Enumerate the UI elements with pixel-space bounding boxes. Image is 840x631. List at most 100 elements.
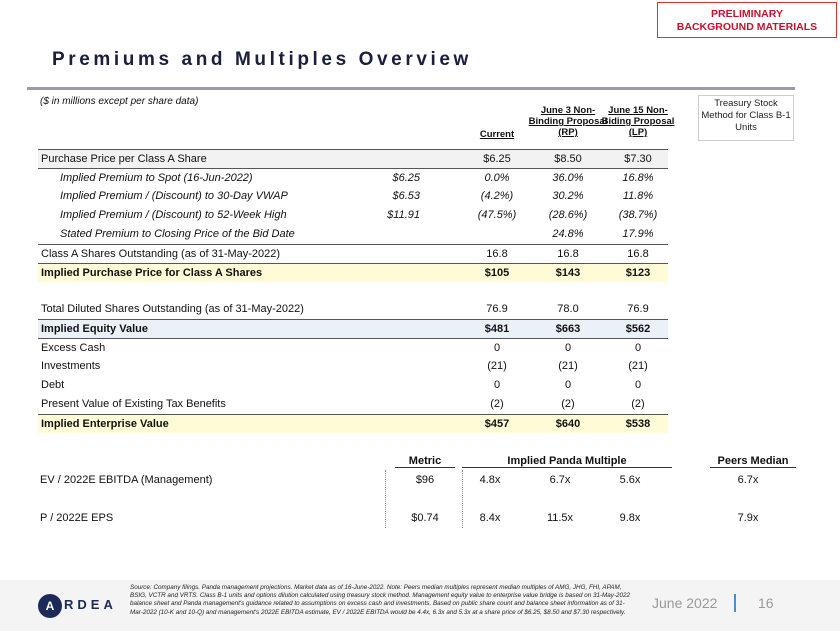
- cell-value: $6.25: [483, 153, 511, 165]
- implied-multiple-header: Implied Panda Multiple: [462, 455, 672, 468]
- cell-value: $457: [484, 418, 510, 430]
- row-label: Implied Purchase Price for Class A Share…: [41, 267, 263, 279]
- row-label: Implied Premium to Spot (16-Jun-2022): [60, 172, 253, 184]
- cell-value: $663: [555, 323, 581, 335]
- peers-median-value: 7.9x: [737, 512, 759, 524]
- table-row: Implied Purchase Price for Class A Share…: [38, 263, 668, 282]
- reference-price: $6.25: [392, 172, 420, 184]
- cell-value: 0: [493, 342, 501, 354]
- footer-divider: [734, 594, 736, 612]
- table-row: Implied Premium to Spot (16-Jun-2022) $6.…: [38, 168, 668, 187]
- units-note: ($ in millions except per share data): [40, 96, 199, 107]
- cell-value: $481: [484, 323, 510, 335]
- row-label: Implied Premium / (Discount) to 30-Day V…: [60, 190, 288, 202]
- table-row: Class A Shares Outstanding (as of 31-May…: [38, 244, 668, 263]
- implied-multiple: 4.8x: [479, 474, 501, 486]
- implied-multiple: 5.6x: [619, 474, 641, 486]
- cell-value: 16.8: [557, 248, 579, 260]
- cell-value: $8.50: [554, 153, 582, 165]
- preliminary-badge: PRELIMINARY BACKGROUND MATERIALS: [657, 2, 837, 38]
- cell-value: $143: [555, 267, 581, 279]
- page-number: 16: [758, 595, 774, 611]
- cell-value: (2): [561, 398, 575, 410]
- cell-value: 16.8: [627, 248, 649, 260]
- cell-value: 0.0%: [484, 172, 510, 184]
- cell-value: $538: [625, 418, 651, 430]
- cell-value: (38.7%): [618, 209, 658, 221]
- cell-value: 11.8%: [622, 190, 654, 202]
- metric-left-divider: [385, 470, 386, 528]
- implied-multiple: 11.5x: [546, 512, 574, 524]
- table-row: Debt 0 0 0: [38, 376, 668, 395]
- source-footnote: Source: Company filings. Panda managemen…: [130, 584, 631, 616]
- cell-value: (21): [558, 360, 578, 372]
- cell-value: $562: [625, 323, 651, 335]
- multiple-label: P / 2022E EPS: [40, 512, 114, 524]
- cell-value: 0: [564, 342, 572, 354]
- row-label: Total Diluted Shares Outstanding (as of …: [41, 303, 304, 315]
- cell-value: (4.2%): [480, 190, 514, 202]
- implied-multiple: 9.8x: [619, 512, 641, 524]
- title-divider: [27, 87, 795, 90]
- row-label: Implied Equity Value: [41, 323, 148, 335]
- cell-value: (2): [490, 398, 504, 410]
- col-header-rp: June 3 Non-Binding Proposal (RP): [528, 105, 608, 138]
- table-row: Investments (21) (21) (21): [38, 357, 668, 376]
- row-label: Excess Cash: [41, 342, 106, 354]
- row-label: Stated Premium to Closing Price of the B…: [60, 228, 295, 240]
- row-label: Debt: [41, 379, 65, 391]
- implied-multiple: 8.4x: [479, 512, 501, 524]
- table-row: Excess Cash 0 0 0: [38, 338, 668, 357]
- cell-value: 36.0%: [552, 172, 584, 184]
- cell-value: $640: [555, 418, 581, 430]
- table-row: Total Diluted Shares Outstanding (as of …: [38, 300, 668, 319]
- page-title: Premiums and Multiples Overview: [52, 49, 472, 70]
- table-row: Purchase Price per Class A Share $6.25 $8.…: [38, 149, 668, 168]
- row-label: Implied Enterprise Value: [41, 418, 169, 430]
- treasury-stock-note: Treasury Stock Method for Class B-1 Unit…: [698, 95, 794, 141]
- cell-value: 17.9%: [622, 228, 654, 240]
- table-row: Present Value of Existing Tax Benefits (2…: [38, 395, 668, 414]
- implied-multiple: 6.7x: [549, 474, 571, 486]
- metric-value: $0.74: [411, 512, 439, 524]
- ardea-logo-mark: A: [38, 594, 62, 618]
- peers-median-header: Peers Median: [710, 455, 796, 468]
- cell-value: (21): [628, 360, 648, 372]
- table-row: Stated Premium to Closing Price of the B…: [38, 225, 668, 244]
- ardea-logo-text: RDEA: [64, 597, 117, 612]
- cell-value: $123: [625, 267, 651, 279]
- cell-value: (2): [631, 398, 645, 410]
- table-row: Implied Premium / (Discount) to 30-Day V…: [38, 187, 668, 206]
- badge-line2: BACKGROUND MATERIALS: [676, 21, 818, 33]
- row-label: Implied Premium / (Discount) to 52-Week …: [60, 209, 287, 221]
- footer: [0, 580, 840, 631]
- metric-right-divider: [462, 470, 463, 528]
- cell-value: 76.9: [627, 303, 649, 315]
- footer-date: June 2022: [652, 595, 718, 611]
- cell-value: 16.8%: [622, 172, 654, 184]
- cell-value: $7.30: [624, 153, 652, 165]
- metric-header: Metric: [395, 455, 455, 468]
- row-label: Present Value of Existing Tax Benefits: [41, 398, 226, 410]
- cell-value: 0: [634, 342, 642, 354]
- cell-value: 0: [564, 379, 572, 391]
- table-row: Implied Equity Value $481 $663 $562: [38, 319, 668, 338]
- cell-value: 0: [634, 379, 642, 391]
- cell-value: 24.8%: [552, 228, 584, 240]
- cell-value: 30.2%: [552, 190, 584, 202]
- badge-line1: PRELIMINARY: [711, 8, 783, 20]
- col-header-lp: June 15 Non-Biding Proposal (LP): [601, 105, 675, 138]
- cell-value: (47.5%): [477, 209, 517, 221]
- cell-value: $105: [484, 267, 510, 279]
- metric-value: $96: [415, 474, 435, 486]
- table-row: Implied Enterprise Value $457 $640 $538: [38, 414, 668, 433]
- row-label: Investments: [41, 360, 101, 372]
- cell-value: 78.0: [557, 303, 579, 315]
- cell-value: (21): [487, 360, 507, 372]
- peers-median-value: 6.7x: [737, 474, 759, 486]
- cell-value: 76.9: [486, 303, 508, 315]
- reference-price: $11.91: [387, 209, 420, 221]
- cell-value: 0: [493, 379, 501, 391]
- cell-value: (28.6%): [548, 209, 588, 221]
- reference-price: $6.53: [392, 190, 420, 202]
